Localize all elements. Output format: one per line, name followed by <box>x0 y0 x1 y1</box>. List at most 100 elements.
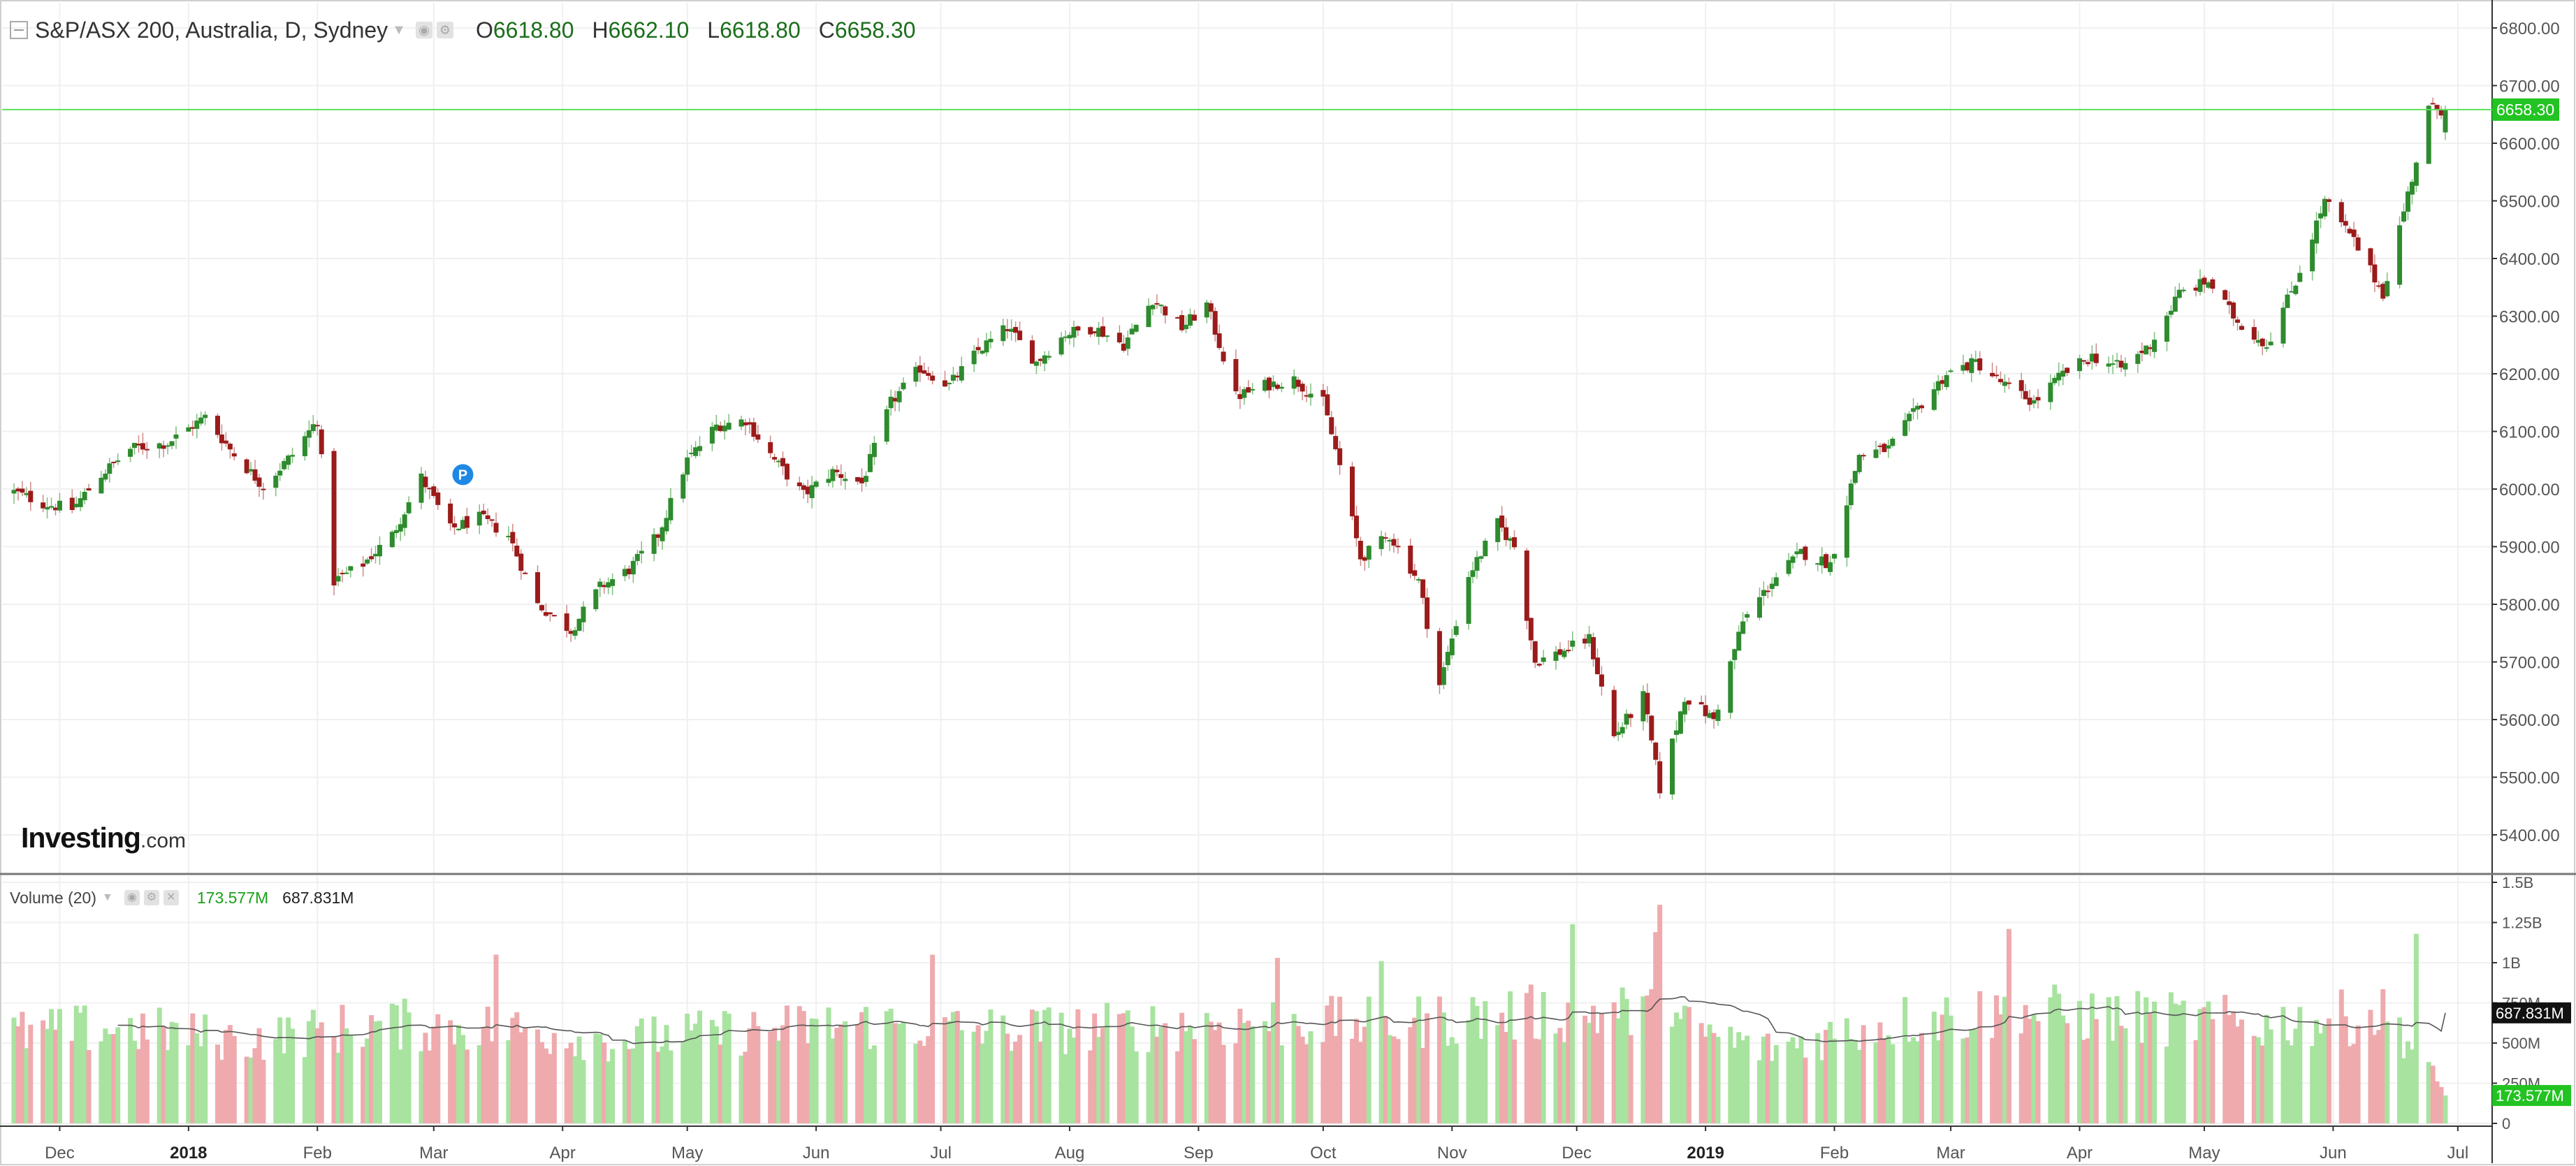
candle-body <box>1824 554 1829 569</box>
candle <box>1599 666 1604 696</box>
candle <box>564 604 569 638</box>
candle-body <box>1715 709 1721 722</box>
candle <box>568 628 574 642</box>
candle-body <box>406 502 412 513</box>
gear-icon[interactable]: ⚙ <box>436 22 453 38</box>
volume-bar <box>2314 1019 2320 1123</box>
candle-body <box>2085 362 2090 365</box>
candle <box>1499 506 1505 532</box>
candle-body <box>1594 657 1600 674</box>
candle <box>2193 284 2199 297</box>
collapse-icon[interactable] <box>10 21 28 39</box>
candle-body <box>959 366 964 381</box>
candle <box>1378 530 1384 556</box>
candle <box>738 416 744 430</box>
candle-body <box>1732 649 1738 660</box>
volume-bar <box>2002 996 2007 1123</box>
candle-body <box>1304 395 1309 397</box>
candle <box>2110 354 2116 374</box>
volume-bar <box>610 1049 616 1123</box>
volume-tick-label: 1B <box>2502 954 2521 972</box>
candle <box>2065 367 2070 377</box>
candle <box>506 526 511 541</box>
volume-bar <box>751 1012 757 1123</box>
candle-body <box>448 503 453 524</box>
volume-bar <box>518 1032 524 1123</box>
volume-bar <box>331 1036 337 1123</box>
candle-body <box>2372 264 2378 283</box>
volume-bar <box>830 1038 836 1123</box>
candle <box>1436 627 1442 694</box>
candle <box>2077 354 2083 379</box>
volume-bar <box>476 1045 482 1123</box>
time-tick-label: Aug <box>1055 1144 1085 1163</box>
candle-body <box>2144 345 2149 355</box>
candle-body <box>1191 314 1197 321</box>
candle-body <box>543 612 548 616</box>
volume-bar <box>630 1048 636 1123</box>
candle-body <box>252 469 258 481</box>
candle-body <box>1798 548 1804 554</box>
volume-title[interactable]: Volume (20) <box>10 888 97 907</box>
ohlc-high-value: 6662.10 <box>608 17 690 43</box>
candle-body <box>2018 380 2024 391</box>
candle <box>1425 588 1430 638</box>
candle <box>2297 265 2303 283</box>
candle-body <box>248 469 254 472</box>
volume-bar <box>1640 996 1646 1123</box>
candle <box>830 466 836 488</box>
candle <box>681 472 686 503</box>
volume-bar <box>1915 1041 1921 1123</box>
candle <box>1740 612 1746 634</box>
candle-body <box>1591 636 1596 659</box>
volume-gear-icon[interactable]: ⚙ <box>143 890 159 905</box>
symbol-title[interactable]: S&P/ASX 200, Australia, D, Sydney <box>35 17 388 43</box>
candle-body <box>1570 640 1576 647</box>
candle-body <box>2148 347 2153 349</box>
candle-body <box>1944 374 1949 388</box>
caret-down-icon[interactable]: ▼ <box>392 22 406 38</box>
candle <box>751 417 757 442</box>
eye-icon[interactable]: ◉ <box>415 22 432 38</box>
candle-body <box>485 515 490 519</box>
volume-bar <box>73 1005 79 1123</box>
candle <box>11 483 17 504</box>
pin-marker[interactable]: P <box>452 464 474 486</box>
volume-bar <box>1773 1044 1779 1123</box>
volume-bar <box>1154 1036 1160 1123</box>
candle-body <box>2285 294 2290 308</box>
candle <box>1246 380 1251 393</box>
candle <box>543 603 548 617</box>
volume-bar <box>1412 1017 1418 1123</box>
candle-body <box>173 434 179 439</box>
volume-bar <box>639 1018 644 1123</box>
candle <box>1873 440 1879 459</box>
candle-body <box>2123 363 2128 370</box>
candle <box>1886 439 1891 458</box>
volume-bar <box>1208 1021 1214 1123</box>
candle <box>943 370 948 388</box>
candle-body <box>2006 382 2011 384</box>
candle <box>1221 347 1226 365</box>
candle-body <box>980 351 985 354</box>
volume-bar <box>435 1014 441 1123</box>
volume-close-icon[interactable]: ✕ <box>163 890 179 905</box>
volume-bar <box>1536 1039 1542 1123</box>
candle-body <box>2164 315 2169 342</box>
candle-body <box>2268 342 2273 346</box>
volume-bar <box>1969 1030 1974 1123</box>
volume-eye-icon[interactable]: ◉ <box>124 890 140 905</box>
candle <box>2326 197 2331 212</box>
candle <box>1824 553 1829 569</box>
volume-caret-icon[interactable]: ▼ <box>102 891 113 903</box>
candle <box>373 546 379 564</box>
pin-p-icon[interactable] <box>452 464 474 486</box>
candle-body <box>2310 239 2315 272</box>
volume-bar <box>2031 1014 2037 1123</box>
candle-body <box>2351 229 2357 238</box>
candle-body <box>1553 651 1559 661</box>
candle <box>1587 626 1592 648</box>
candle-body <box>668 497 674 520</box>
volume-bar <box>1449 1037 1455 1123</box>
